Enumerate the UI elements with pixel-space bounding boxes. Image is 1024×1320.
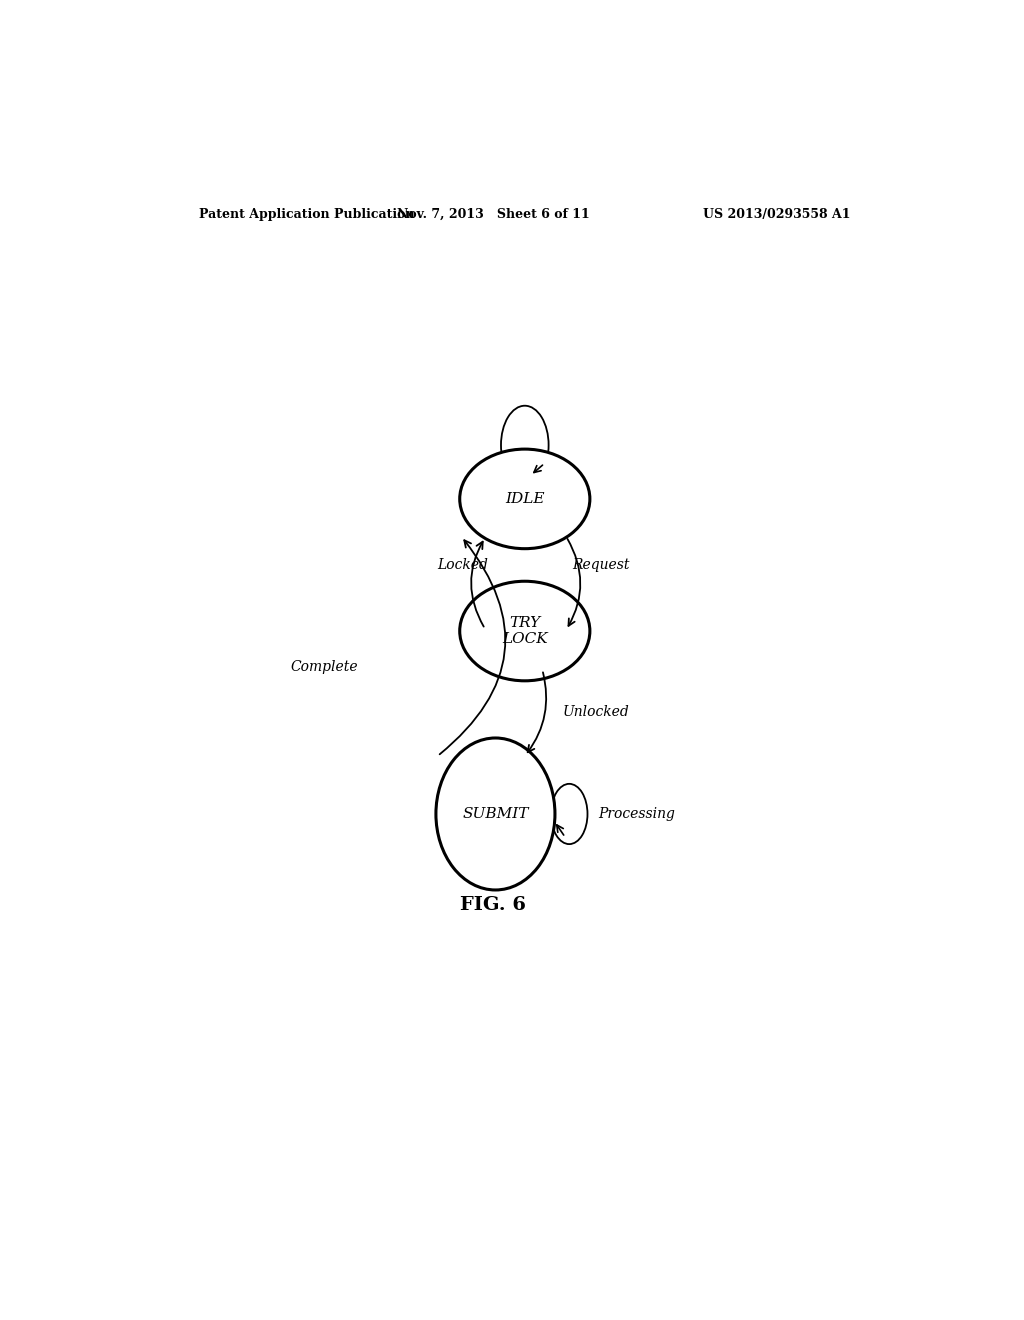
Text: Request: Request [572, 558, 630, 572]
Text: Nov. 7, 2013   Sheet 6 of 11: Nov. 7, 2013 Sheet 6 of 11 [396, 207, 590, 220]
Text: Unlocked: Unlocked [563, 705, 630, 719]
Text: FIG. 6: FIG. 6 [460, 896, 526, 915]
Text: Patent Application Publication: Patent Application Publication [200, 207, 415, 220]
Ellipse shape [460, 449, 590, 549]
Ellipse shape [460, 581, 590, 681]
Ellipse shape [551, 784, 588, 843]
Ellipse shape [436, 738, 555, 890]
Text: Processing: Processing [599, 807, 676, 821]
Text: Locked: Locked [437, 558, 488, 572]
Ellipse shape [501, 405, 549, 484]
Text: IDLE: IDLE [505, 492, 545, 506]
Text: US 2013/0293558 A1: US 2013/0293558 A1 [702, 207, 850, 220]
Text: TRY
LOCK: TRY LOCK [502, 616, 548, 645]
Text: Complete: Complete [291, 660, 358, 673]
Text: SUBMIT: SUBMIT [462, 807, 528, 821]
